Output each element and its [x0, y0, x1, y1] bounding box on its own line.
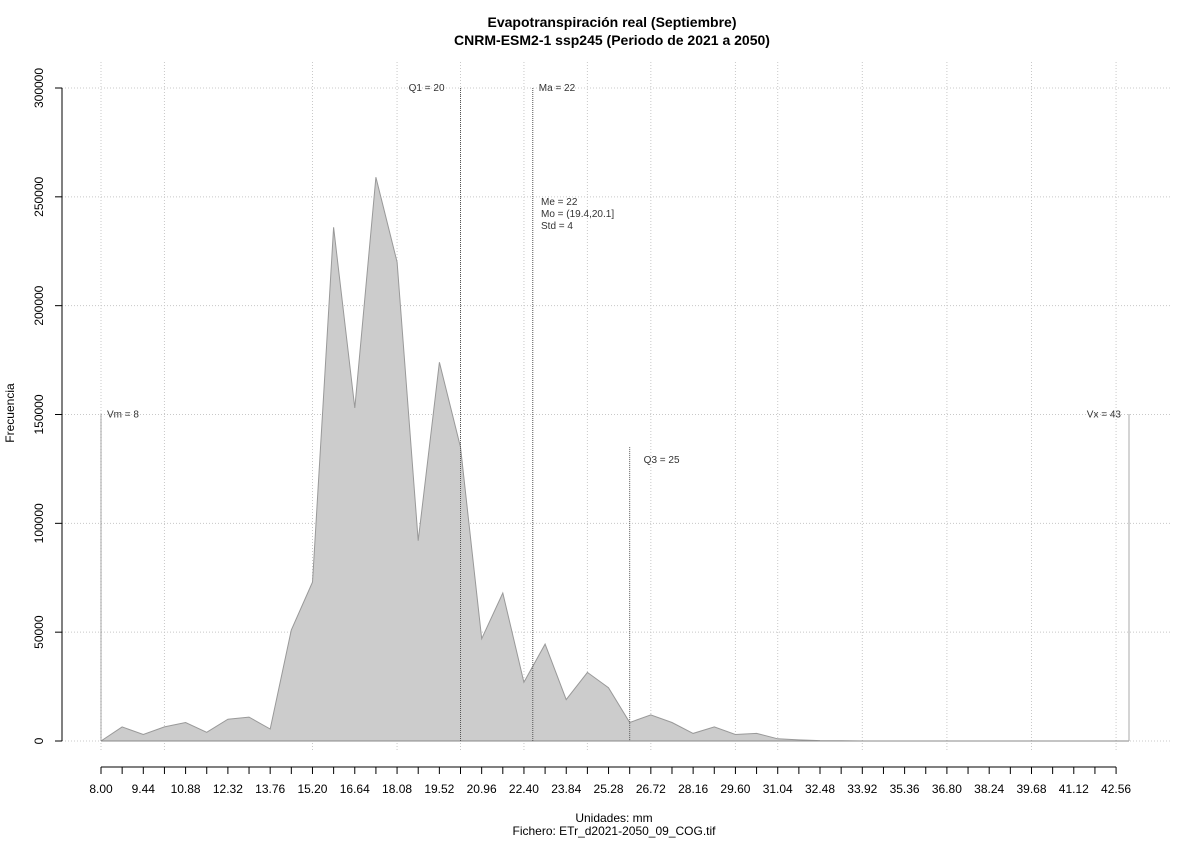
- y-tick-label: 200000: [32, 285, 46, 325]
- x-tick-label: 19.52: [424, 782, 454, 796]
- x-tick-label: 10.88: [171, 782, 201, 796]
- x-tick-label: 42.56: [1101, 782, 1131, 796]
- x-tick-label: 31.04: [763, 782, 793, 796]
- y-axis-label: Frecuencia: [3, 383, 17, 443]
- x-tick-label: 39.68: [1016, 782, 1046, 796]
- x-tick-label: 33.92: [847, 782, 877, 796]
- x-tick-label: 9.44: [132, 782, 156, 796]
- x-tick-label: 29.60: [720, 782, 750, 796]
- x-tick-label: 26.72: [636, 782, 666, 796]
- frequency-line: [100, 177, 1129, 742]
- stat-std: Std = 4: [541, 221, 573, 232]
- x-tick-label: 22.40: [509, 782, 539, 796]
- y-tick-label: 150000: [32, 394, 46, 434]
- x-tick-label: 16.64: [340, 782, 370, 796]
- x-tick-label: 20.96: [467, 782, 497, 796]
- x-tick-label: 25.28: [594, 782, 624, 796]
- chart-subtitle: CNRM-ESM2-1 ssp245 (Periodo de 2021 a 20…: [454, 32, 770, 48]
- stats-annotation: Me = 22 Mo = (19.4,20.1] Std = 4: [541, 197, 614, 232]
- ref-line-label: Vx = 43: [1087, 410, 1122, 421]
- stat-mode: Mo = (19.4,20.1]: [541, 209, 614, 220]
- x-tick-label: 13.76: [255, 782, 285, 796]
- x-tick-label: 28.16: [678, 782, 708, 796]
- y-tick-label: 300000: [32, 68, 46, 108]
- x-tick-label: 15.20: [297, 782, 327, 796]
- x-tick-label: 36.80: [932, 782, 962, 796]
- ref-line-label: Q1 = 20: [409, 83, 445, 94]
- x-tick-label: 38.24: [974, 782, 1004, 796]
- frequency-area: [100, 177, 1129, 742]
- ref-line-label: Vm = 8: [107, 410, 139, 421]
- reference-lines: Vm = 8 Vx = 43 Q1 = 20 Ma = 22 Q3 = 25: [100, 83, 1130, 741]
- x-tick-label: 8.00: [89, 782, 113, 796]
- y-tick-label: 50000: [32, 615, 46, 649]
- y-axis: 0 50000 100000 150000 200000 250000 300000: [32, 68, 63, 744]
- ref-line-label: Ma = 22: [539, 83, 576, 94]
- x-tick-label: 32.48: [805, 782, 835, 796]
- grid-lines: [62, 62, 1170, 752]
- file-name: Fichero: ETr_d2021-2050_09_COG.tif: [513, 824, 717, 838]
- x-tick-label: 18.08: [382, 782, 412, 796]
- ref-line-label: Q3 = 25: [644, 455, 680, 466]
- chart-title: Evapotranspiración real (Septiembre): [488, 14, 737, 30]
- x-tick-label: 35.36: [890, 782, 920, 796]
- x-axis: 8.00 9.44 10.88 12.32 13.76 15.20 16.64 18.08 19…: [89, 766, 1131, 796]
- y-tick-label: 250000: [32, 176, 46, 216]
- stat-median: Me = 22: [541, 197, 578, 208]
- y-tick-label: 0: [32, 737, 46, 744]
- frequency-area-fill: [101, 177, 1129, 741]
- y-tick-label: 100000: [32, 503, 46, 543]
- x-tick-label: 23.84: [551, 782, 581, 796]
- x-tick-label: 41.12: [1059, 782, 1089, 796]
- x-axis-label: Unidades: mm: [575, 811, 652, 825]
- x-tick-label: 12.32: [213, 782, 243, 796]
